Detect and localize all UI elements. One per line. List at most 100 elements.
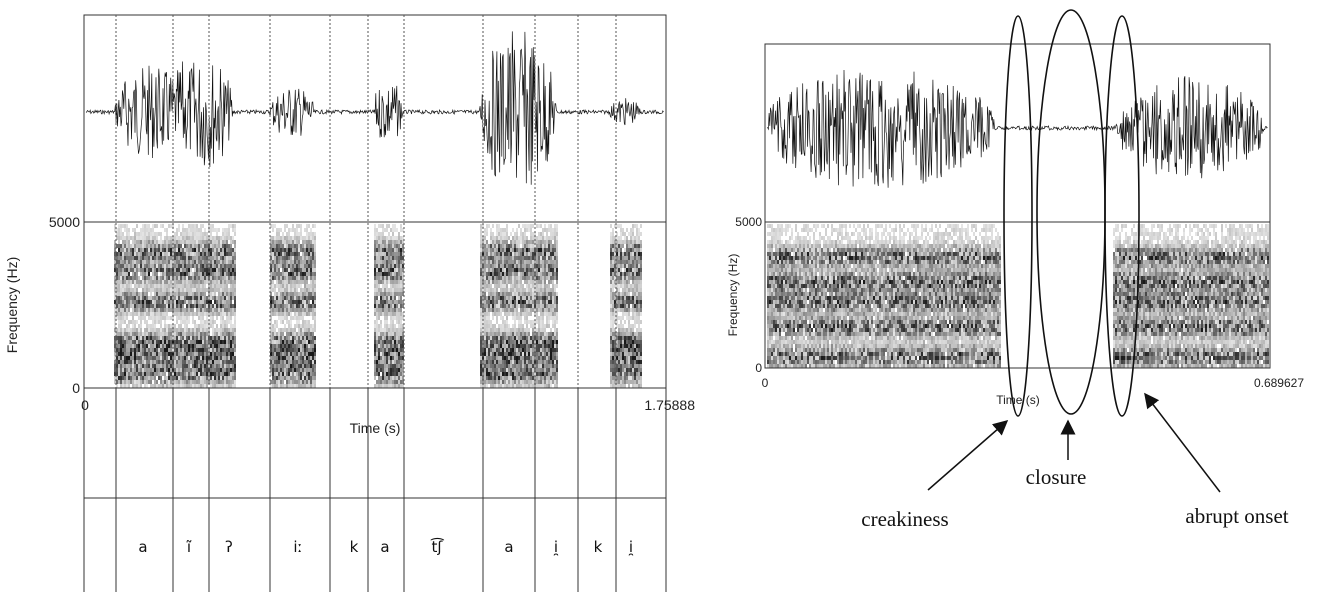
spectrogram-cell bbox=[378, 328, 380, 332]
spectrogram-cell bbox=[216, 340, 218, 344]
spectrogram-cell bbox=[126, 356, 128, 360]
spectrogram-cell bbox=[400, 324, 402, 328]
spectrogram-cell bbox=[522, 300, 524, 304]
spectrogram-cell bbox=[486, 340, 488, 344]
spectrogram-cell bbox=[292, 280, 294, 284]
spectrogram-cell bbox=[392, 328, 394, 332]
spectrogram-cell bbox=[392, 268, 394, 272]
spectrogram-cell bbox=[232, 372, 234, 376]
spectrogram-cell bbox=[180, 252, 182, 256]
spectrogram-cell bbox=[166, 380, 168, 384]
spectrogram-cell bbox=[282, 300, 284, 304]
spectrogram-cell bbox=[206, 312, 208, 316]
spectrogram-cell bbox=[150, 360, 152, 364]
spectrogram-cell bbox=[196, 368, 198, 372]
spectrogram-cell bbox=[502, 268, 504, 272]
spectrogram-cell bbox=[540, 284, 542, 288]
spectrogram-cell bbox=[230, 316, 232, 320]
spectrogram-cell bbox=[294, 340, 296, 344]
spectrogram-cell bbox=[182, 264, 184, 268]
spectrogram-cell bbox=[504, 308, 506, 312]
spectrogram-cell bbox=[178, 344, 180, 348]
spectrogram-cell bbox=[218, 248, 220, 252]
spectrogram-cell bbox=[170, 288, 172, 292]
spectrogram-cell bbox=[150, 260, 152, 264]
spectrogram-cell bbox=[300, 236, 302, 240]
spectrogram-cell bbox=[504, 268, 506, 272]
spectrogram-cell bbox=[134, 280, 136, 284]
spectrogram-cell bbox=[184, 380, 186, 384]
spectrogram-cell bbox=[132, 344, 134, 348]
spectrogram-cell bbox=[134, 344, 136, 348]
spectrogram-cell bbox=[396, 236, 398, 240]
spectrogram-cell bbox=[162, 288, 164, 292]
spectrogram-cell bbox=[186, 296, 188, 300]
spectrogram-cell bbox=[130, 360, 132, 364]
spectrogram-cell bbox=[304, 236, 306, 240]
spectrogram-cell bbox=[126, 384, 128, 388]
spectrogram-cell bbox=[282, 312, 284, 316]
spectrogram-cell bbox=[304, 272, 306, 276]
spectrogram-cell bbox=[222, 284, 224, 288]
spectrogram-cell bbox=[188, 356, 190, 360]
spectrogram-cell bbox=[382, 260, 384, 264]
spectrogram-cell bbox=[216, 324, 218, 328]
spectrogram-cell bbox=[232, 352, 234, 356]
spectrogram-cell bbox=[214, 308, 216, 312]
spectrogram-cell bbox=[394, 364, 396, 368]
spectrogram-cell bbox=[228, 320, 230, 324]
spectrogram-cell bbox=[382, 288, 384, 292]
spectrogram-cell bbox=[492, 376, 494, 380]
spectrogram-cell bbox=[516, 276, 518, 280]
spectrogram-cell bbox=[150, 252, 152, 256]
spectrogram-cell bbox=[142, 272, 144, 276]
spectrogram-cell bbox=[504, 240, 506, 244]
spectrogram-cell bbox=[210, 372, 212, 376]
spectrogram-cell bbox=[214, 280, 216, 284]
spectrogram-cell bbox=[168, 284, 170, 288]
spectrogram-cell bbox=[526, 360, 528, 364]
spectrogram-cell bbox=[506, 240, 508, 244]
spectrogram-cell bbox=[512, 252, 514, 256]
spectrogram-cell bbox=[218, 260, 220, 264]
spectrogram-cell bbox=[212, 336, 214, 340]
spectrogram-cell bbox=[500, 336, 502, 340]
spectrogram-cell bbox=[122, 344, 124, 348]
spectrogram-cell bbox=[124, 340, 126, 344]
spectrogram-cell bbox=[516, 316, 518, 320]
spectrogram-cell bbox=[168, 280, 170, 284]
spectrogram-cell bbox=[300, 380, 302, 384]
spectrogram-cell bbox=[390, 268, 392, 272]
spectrogram-cell bbox=[126, 352, 128, 356]
spectrogram-cell bbox=[224, 332, 226, 336]
spectrogram-cell bbox=[312, 336, 314, 340]
spectrogram-cell bbox=[214, 360, 216, 364]
spectrogram-cell bbox=[282, 260, 284, 264]
spectrogram-cell bbox=[216, 356, 218, 360]
spectrogram-cell bbox=[170, 356, 172, 360]
spectrogram-cell bbox=[490, 380, 492, 384]
spectrogram-cell bbox=[152, 288, 154, 292]
spectrogram-cell bbox=[202, 324, 204, 328]
spectrogram-cell bbox=[132, 312, 134, 316]
spectrogram-cell bbox=[506, 288, 508, 292]
spectrogram-cell bbox=[144, 292, 146, 296]
spectrogram-cell bbox=[176, 264, 178, 268]
spectrogram-cell bbox=[194, 236, 196, 240]
spectrogram-cell bbox=[504, 284, 506, 288]
spectrogram-cell bbox=[298, 380, 300, 384]
spectrogram-cell bbox=[178, 308, 180, 312]
spectrogram-cell bbox=[290, 244, 292, 248]
spectrogram-cell bbox=[184, 236, 186, 240]
spectrogram-cell bbox=[152, 340, 154, 344]
spectrogram-cell bbox=[222, 264, 224, 268]
spectrogram-cell bbox=[486, 336, 488, 340]
spectrogram-cell bbox=[196, 332, 198, 336]
spectrogram-cell bbox=[154, 256, 156, 260]
spectrogram-cell bbox=[188, 240, 190, 244]
spectrogram-cell bbox=[278, 336, 280, 340]
spectrogram-cell bbox=[398, 240, 400, 244]
spectrogram-cell bbox=[484, 256, 486, 260]
spectrogram-cell bbox=[276, 236, 278, 240]
spectrogram-cell bbox=[290, 236, 292, 240]
